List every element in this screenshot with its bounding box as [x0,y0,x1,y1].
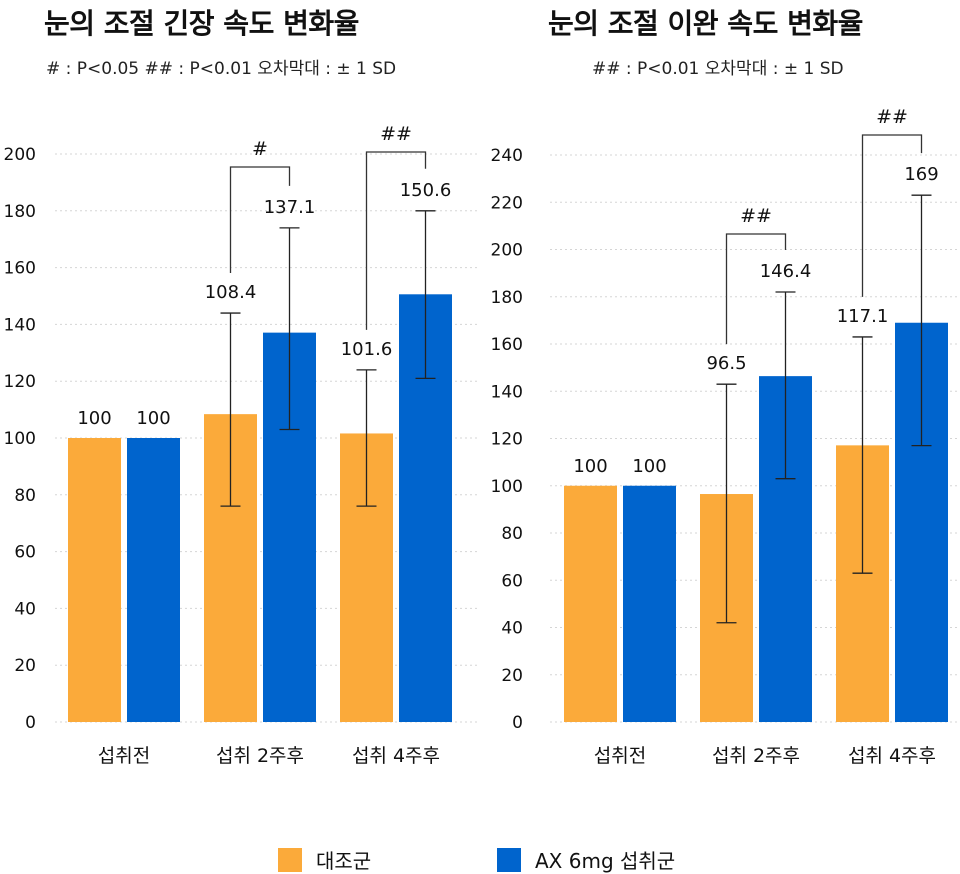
chart-1-value-label: 101.6 [341,339,393,360]
chart-1-bar-treatment [127,438,180,722]
chart-2-title: 눈의 조절 이완 속도 변화율 [548,7,863,40]
chart-1-ytick-label: 140 [4,315,36,335]
chart-1-ytick-label: 20 [14,656,36,676]
chart-2-bar-treatment [623,485,676,722]
chart-2-value-label: 100 [632,456,666,477]
chart-1-ytick-label: 40 [14,599,36,619]
chart-1-significance-bracket [365,151,427,330]
chart-1-value-label: 100 [136,408,170,429]
chart-1-ytick-label: 100 [4,429,36,449]
chart-2-ytick-label: 100 [491,477,523,497]
legend-treatment: AX 6mg 섭취군 [497,845,675,874]
chart-2-value-label: 169 [904,164,938,185]
chart-1-category-label: 섭취 2주후 [216,745,304,767]
chart-2-significance-label: ## [740,205,772,227]
chart-1-ytick-label: 60 [14,543,36,563]
chart-1-ytick-label: 180 [4,202,36,222]
chart-2-ytick-label: 220 [491,193,523,213]
legend-swatch-treatment [497,847,521,872]
legend-label-control: 대조군 [316,849,372,873]
chart-2-category-label: 섭취전 [594,745,646,767]
chart-2-ytick-label: 20 [501,666,523,686]
chart-2-ytick-label: 160 [491,335,523,355]
chart-1-bar-control [68,438,121,722]
chart-2-ytick-label: 180 [491,288,523,308]
chart-2-value-label: 96.5 [706,353,746,374]
chart-2-category-label: 섭취 2주후 [712,745,800,767]
chart-2-ytick-label: 80 [501,524,523,544]
chart-1-title: 눈의 조절 긴장 속도 변화율 [44,7,359,40]
chart-1-ytick-label: 80 [14,486,36,506]
legend-control: 대조군 [278,845,371,874]
chart-2-bar-control [564,485,617,722]
chart-1-ytick-label: 200 [4,145,36,165]
chart-2-note: ## : P<0.01 오차막대 : ± 1 SD [592,59,844,79]
chart-1-significance-label: ## [380,123,412,145]
chart-2-value-label: 100 [573,456,607,477]
chart-1-category-label: 섭취 4주후 [352,745,440,767]
chart-2-significance-bracket [725,233,787,345]
chart-1-ytick-label: 120 [4,372,36,392]
chart-1-note: # : P<0.05 ## : P<0.01 오차막대 : ± 1 SD [46,59,397,79]
chart-1-category-label: 섭취전 [98,745,150,767]
chart-2-ytick-label: 0 [512,713,523,733]
chart-2-ytick-label: 140 [491,382,523,402]
legend-swatch-control [278,847,302,872]
chart-1-value-label: 150.6 [400,180,452,201]
chart-1-significance-label: # [252,138,268,160]
chart-1-significance-bracket [229,166,291,274]
chart-1-value-label: 137.1 [264,197,316,218]
chart-2-significance-bracket [861,134,923,297]
chart-2-ytick-label: 60 [501,571,523,591]
chart-2-significance-label: ## [876,106,908,128]
chart-2-value-label: 146.4 [760,261,812,282]
chart-2-value-label: 117.1 [837,306,889,327]
chart-1-ytick-label: 0 [25,713,36,733]
chart-2-ytick-label: 120 [491,430,523,450]
chart-1-ytick-label: 160 [4,259,36,279]
chart-2-ytick-label: 240 [491,146,523,166]
chart-1-value-label: 108.4 [205,282,257,303]
chart-2-category-label: 섭취 4주후 [848,745,936,767]
chart-2-ytick-label: 40 [501,619,523,639]
chart-1-value-label: 100 [77,408,111,429]
legend-label-treatment: AX 6mg 섭취군 [535,849,676,873]
chart-2-ytick-label: 200 [491,241,523,261]
